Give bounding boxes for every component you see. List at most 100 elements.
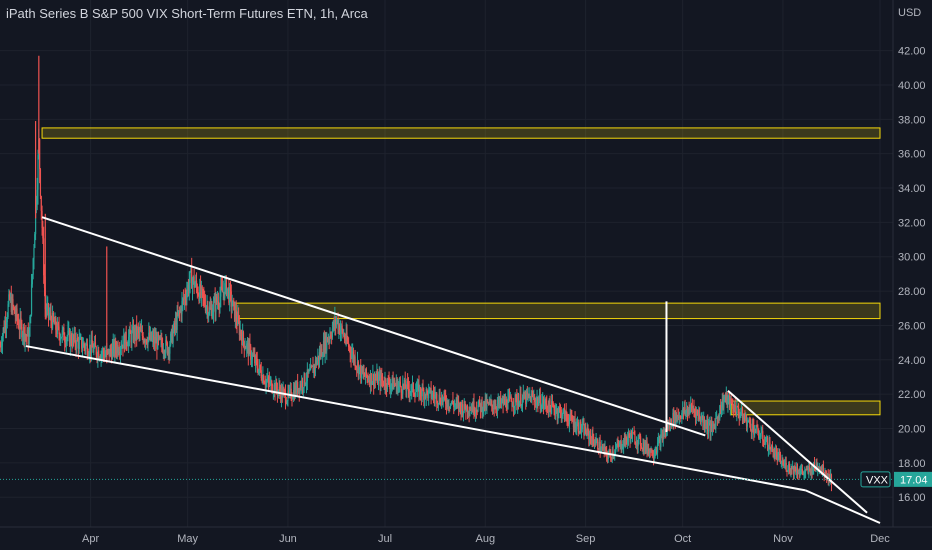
candle-body: [316, 360, 318, 366]
candle-body: [287, 390, 289, 402]
candle-body: [436, 393, 438, 404]
candle-body: [24, 334, 26, 341]
candle-body: [441, 397, 443, 406]
candle-body: [631, 432, 634, 439]
candle-body: [415, 390, 418, 393]
candle-body: [786, 470, 788, 472]
price-axis[interactable]: USD 42.00 40.00 38.00 36.00 34.00 32.00 30.00 2…: [898, 7, 926, 504]
candle-body: [581, 424, 583, 430]
candle-body: [216, 301, 219, 303]
trend-drawings[interactable]: [25, 216, 881, 524]
candle-body: [431, 396, 433, 398]
candle-body: [298, 388, 300, 393]
candle-body: [720, 405, 722, 414]
candle-body: [390, 384, 393, 386]
candle-body: [325, 336, 327, 351]
candle-body: [459, 402, 461, 407]
candle-body: [335, 317, 337, 325]
candle-body: [766, 437, 768, 442]
candle-body: [276, 381, 278, 390]
candle-body: [9, 294, 11, 299]
candle-body: [382, 380, 384, 385]
candle-body: [557, 413, 559, 417]
candle-body: [664, 429, 666, 437]
supply-zones[interactable]: [41, 127, 881, 416]
candle-body: [159, 336, 161, 339]
trend-line[interactable]: [41, 216, 706, 437]
supply-zone[interactable]: [235, 302, 881, 320]
candle-body: [196, 286, 198, 295]
candle-body: [147, 337, 149, 345]
supply-zone[interactable]: [41, 127, 881, 139]
supply-zone[interactable]: [730, 400, 881, 416]
candle-body: [757, 426, 759, 433]
candle-body: [289, 388, 291, 390]
candle-body: [712, 425, 714, 427]
candle-body: [628, 433, 630, 437]
candle-body: [685, 410, 687, 414]
candle-body: [244, 347, 246, 349]
candle-body: [804, 469, 807, 473]
candle-body: [248, 342, 250, 357]
price-tick-label: 40.00: [898, 80, 926, 92]
candle-body: [773, 453, 775, 458]
trend-line[interactable]: [805, 489, 881, 524]
candle-body: [791, 466, 793, 470]
candle-body: [327, 339, 329, 342]
candle-body: [777, 454, 779, 461]
candle-body: [717, 415, 719, 419]
candle-body: [317, 355, 319, 361]
candle-body: [594, 444, 596, 445]
candle-body: [343, 335, 346, 340]
candle-body: [263, 375, 265, 384]
candle-body: [301, 380, 303, 388]
candle-body: [342, 329, 344, 336]
candle-body: [732, 404, 734, 409]
candle-body: [353, 356, 355, 361]
candle-body: [600, 450, 602, 452]
candle-body: [718, 415, 720, 419]
candle-body: [139, 329, 141, 333]
candle-body: [94, 342, 96, 348]
candle-body: [498, 399, 500, 404]
candle-body: [204, 304, 207, 311]
candle-body: [324, 336, 326, 354]
candle-body: [315, 360, 317, 366]
candle-body: [702, 415, 704, 423]
candle-body: [477, 404, 479, 412]
candle-body: [701, 415, 703, 419]
candle-body: [84, 345, 86, 349]
trend-line[interactable]: [727, 389, 868, 514]
candle-body: [167, 349, 169, 354]
candle-body: [813, 462, 816, 468]
candle-body: [270, 380, 272, 382]
candle-body: [50, 312, 52, 320]
candle-body: [5, 322, 8, 328]
candle-body: [485, 398, 487, 408]
candle-body: [793, 466, 795, 474]
candle-body: [637, 437, 639, 447]
candle-body: [40, 196, 42, 211]
candle-body: [457, 401, 459, 403]
candle-body: [93, 347, 95, 353]
candle-body: [706, 421, 708, 427]
candle-body: [745, 415, 747, 420]
candle-body: [520, 393, 522, 407]
candle-body: [587, 427, 589, 431]
candle-body: [478, 399, 480, 405]
candle-body: [200, 286, 202, 296]
candle-body: [781, 461, 783, 464]
candle-body: [384, 379, 386, 387]
candle-body: [508, 395, 511, 398]
candle-body: [700, 418, 702, 422]
candle-body: [237, 315, 239, 325]
candle-body: [566, 416, 568, 418]
candle-body: [466, 405, 469, 413]
candle-body: [158, 336, 160, 339]
candle-body: [309, 366, 312, 371]
time-axis[interactable]: Apr May Jun Jul Aug Sep Oct Nov Dec: [82, 533, 890, 545]
candle-body: [632, 432, 634, 434]
candle-body: [300, 384, 302, 388]
trend-line[interactable]: [25, 345, 806, 492]
